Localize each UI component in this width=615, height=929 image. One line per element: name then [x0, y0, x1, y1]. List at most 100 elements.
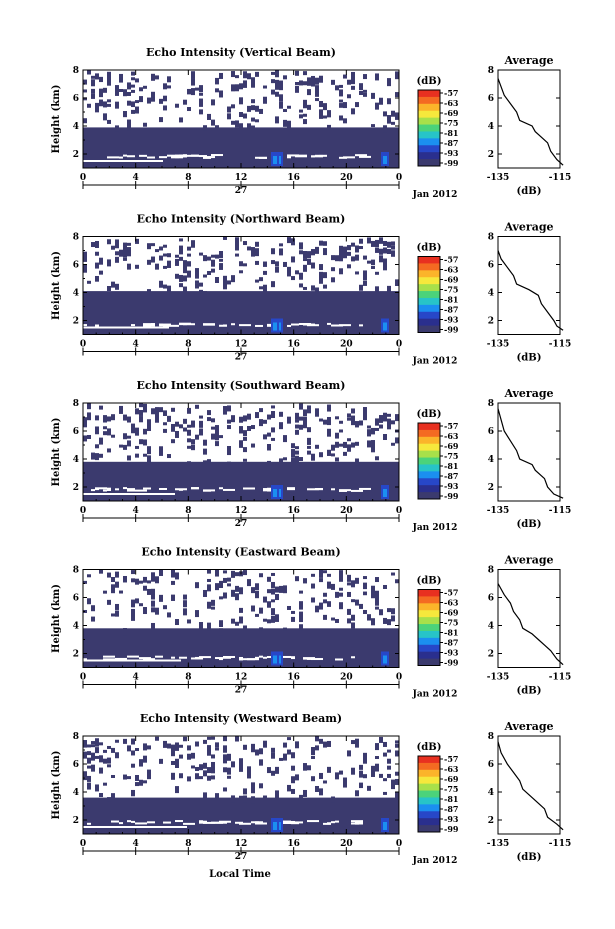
echo-cell	[215, 441, 219, 447]
echo-cell	[315, 98, 319, 102]
echo-cell	[299, 424, 303, 430]
echo-cell	[335, 618, 339, 623]
echo-cell	[303, 410, 307, 417]
echo-cell	[99, 453, 103, 458]
echo-gap	[327, 322, 331, 325]
echo-cell	[111, 414, 115, 421]
echo-cell	[351, 108, 355, 115]
echo-cell	[239, 112, 243, 118]
echo-band	[83, 461, 399, 501]
echo-cell	[291, 276, 295, 281]
echo-cell	[263, 284, 267, 292]
echo-cell	[159, 280, 163, 286]
echo-cell	[107, 416, 111, 422]
echo-cell	[227, 405, 231, 412]
echo-cell	[291, 256, 295, 263]
echo-cell	[115, 581, 119, 587]
echo-gap	[219, 487, 223, 490]
time-tick-label: 0	[396, 173, 402, 183]
echo-cell	[183, 418, 187, 424]
echo-cell	[275, 266, 279, 273]
echo-cell	[115, 239, 119, 243]
echo-cell	[135, 453, 139, 458]
echo-cell	[271, 405, 275, 409]
echo-cell	[371, 427, 375, 431]
echo-cell	[207, 271, 211, 276]
echo-cell	[187, 246, 191, 251]
echo-cell	[387, 749, 391, 753]
echo-cell	[327, 449, 331, 456]
colorbar-label: -57	[444, 754, 458, 764]
echo-cell	[123, 245, 127, 250]
echo-cell	[179, 754, 183, 759]
echo-cell	[315, 408, 319, 416]
echo-cell	[323, 614, 327, 620]
colorbar-segment	[418, 617, 440, 625]
echo-cell	[267, 576, 271, 582]
average-y-tick-label: 8	[488, 66, 494, 76]
echo-cell	[227, 425, 231, 430]
echo-cell	[167, 285, 171, 293]
echo-cell	[83, 740, 87, 746]
echo-cell	[287, 120, 291, 128]
time-tick-label: 16	[287, 839, 300, 849]
colorbar-label: -63	[444, 98, 459, 108]
height-tick-label: 8	[73, 233, 79, 243]
echo-cell	[271, 437, 275, 441]
echo-cell	[379, 248, 383, 255]
echo-cell	[159, 255, 163, 261]
colorbar-segment	[418, 596, 440, 604]
echo-cell	[187, 88, 191, 92]
echo-cell	[311, 776, 315, 782]
echo-cell	[239, 795, 243, 800]
echo-cell	[303, 119, 307, 125]
echo-cell	[83, 743, 87, 748]
echo-cell	[375, 577, 379, 583]
echo-cell	[271, 770, 275, 776]
colorbar-label: -87	[444, 804, 458, 814]
echo-cell	[311, 262, 315, 269]
echo-cell	[115, 241, 119, 249]
echo-cell	[87, 782, 91, 790]
colorbar-label: -57	[444, 588, 458, 598]
echo-cell	[275, 261, 279, 267]
echo-cell	[363, 89, 367, 93]
echo-cell	[203, 439, 207, 446]
time-tick-label: 20	[340, 173, 353, 183]
echo-cell	[139, 87, 143, 92]
echo-cell	[267, 447, 271, 451]
average-x-tick-label: -135	[487, 173, 510, 183]
echo-cell	[183, 266, 187, 274]
echo-cell	[87, 574, 91, 578]
colorbar-segment	[418, 138, 440, 146]
time-tick-label: 16	[287, 506, 300, 516]
echo-cell	[319, 578, 323, 583]
echo-cell	[363, 280, 367, 286]
echo-cell	[295, 455, 299, 463]
echo-gap	[339, 324, 351, 327]
month-label: Jan 2012	[412, 523, 458, 533]
echo-cell	[123, 242, 127, 247]
colorbar-segment	[418, 131, 440, 139]
echo-cell	[311, 81, 315, 87]
echo-cell	[179, 256, 183, 261]
colorbar-segment	[418, 825, 440, 833]
echo-cell	[163, 253, 167, 257]
echo-cell	[87, 751, 91, 756]
echo-gap	[179, 322, 191, 325]
echo-cell	[271, 752, 275, 759]
echo-cell	[91, 755, 95, 761]
echo-gap	[223, 655, 235, 658]
colorbar-label: -75	[444, 618, 458, 628]
echo-cell	[251, 99, 255, 104]
echo-cell	[339, 574, 343, 582]
echo-cell	[207, 584, 211, 592]
height-tick-label: 4	[73, 455, 79, 465]
echo-cell	[331, 267, 335, 272]
echo-cell	[215, 77, 219, 83]
echo-cell	[191, 420, 195, 428]
echo-cell	[131, 789, 135, 795]
echo-cell	[343, 441, 347, 448]
echo-cell	[99, 270, 103, 275]
echo-cell	[263, 85, 267, 89]
